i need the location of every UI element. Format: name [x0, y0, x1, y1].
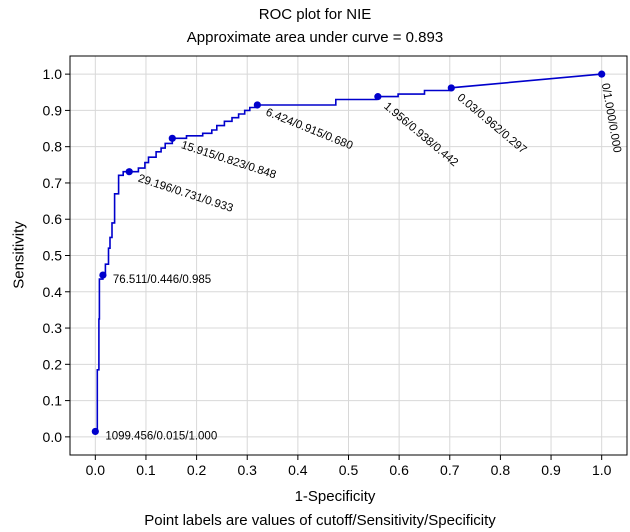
x-tick-label: 0.9	[541, 462, 561, 478]
y-tick-label: 0.7	[43, 175, 63, 191]
roc-point-marker	[99, 271, 107, 279]
roc-point-label: 29.196/0.731/0.933	[136, 173, 234, 215]
y-tick-label: 0.5	[43, 248, 63, 264]
y-tick-label: 0.9	[43, 102, 63, 118]
y-tick-label: 0.6	[43, 211, 63, 227]
x-tick-label: 0.1	[136, 462, 156, 478]
x-axis-ticks: 0.0 0.1 0.2 0.3 0.4 0.5 0.6 0.7 0.8 0.9 1.0	[86, 455, 612, 478]
chart-title: ROC plot for NIE	[258, 6, 372, 23]
y-tick-label: 0.8	[43, 139, 63, 155]
x-tick-label: 0.7	[440, 462, 460, 478]
y-tick-label: 0.1	[43, 393, 63, 409]
x-tick-label: 1.0	[592, 462, 612, 478]
roc-point-labels: 1099.456/0.015/1.000 76.511/0.446/0.985 29…	[105, 82, 623, 442]
x-tick-label: 0.5	[339, 462, 359, 478]
x-tick-label: 0.8	[491, 462, 511, 478]
grid-lines	[70, 56, 627, 455]
roc-point-label: 6.424/0.915/0.680	[264, 107, 354, 153]
chart-subtitle: Approximate area under curve = 0.893	[186, 29, 444, 46]
roc-point-marker	[91, 427, 99, 436]
y-tick-label: 0.4	[43, 284, 63, 300]
y-axis-ticks: 0.0 0.1 0.2 0.3 0.4 0.5 0.6 0.7 0.8 0.9 1.0	[43, 66, 70, 445]
y-tick-label: 0.0	[43, 429, 63, 445]
roc-point-marker	[598, 70, 606, 78]
x-tick-label: 0.0	[86, 462, 106, 478]
roc-point-marker	[253, 101, 261, 109]
chart-footnote: Point labels are values of cutoff/Sensit…	[144, 512, 496, 529]
y-tick-label: 0.3	[43, 320, 63, 336]
x-tick-label: 0.6	[389, 462, 409, 478]
x-tick-label: 0.4	[288, 462, 308, 478]
y-tick-label: 0.2	[43, 356, 63, 372]
roc-point-marker	[125, 168, 133, 176]
x-tick-label: 0.2	[187, 462, 207, 478]
roc-point-label: 0/1.000/0.000	[599, 82, 623, 153]
x-axis-label: 1-Specificity	[294, 488, 376, 505]
roc-point-label: 76.511/0.446/0.985	[113, 274, 211, 286]
roc-points	[91, 70, 606, 436]
roc-point-marker	[374, 93, 382, 101]
roc-point-marker	[447, 84, 455, 92]
roc-point-label: 1099.456/0.015/1.000	[105, 430, 217, 442]
roc-point-label: 15.915/0.823/0.848	[180, 139, 278, 181]
x-tick-label: 0.3	[237, 462, 257, 478]
y-tick-label: 1.0	[43, 66, 63, 82]
roc-point-marker	[168, 134, 176, 142]
